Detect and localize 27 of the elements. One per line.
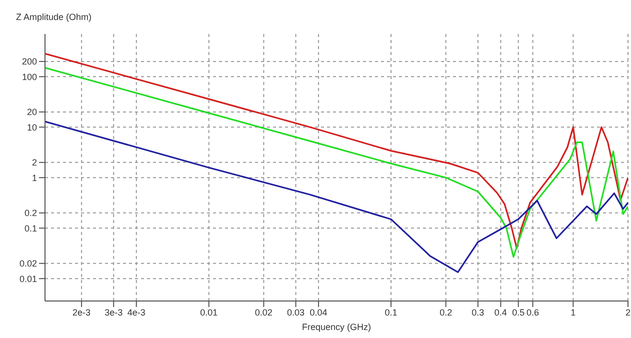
y-axis-title: Z Amplitude (Ohm) xyxy=(16,12,92,22)
y-tick-label: 100 xyxy=(22,72,37,82)
y-tick-label: 10 xyxy=(26,122,37,132)
x-tick-label: 2e-3 xyxy=(72,307,91,318)
x-tick-label: 0.02 xyxy=(254,307,272,318)
x-tick-label: 0.1 xyxy=(384,307,398,318)
x-tick-label: 0.3 xyxy=(472,307,484,318)
x-tick-label: 0.03 xyxy=(287,307,305,318)
y-tick-label: 0.02 xyxy=(19,258,37,269)
x-tick-label: 0.4 xyxy=(494,307,507,318)
y-tick-label: 2 xyxy=(32,158,37,168)
y-tick-label: 0.1 xyxy=(24,223,37,234)
x-tick-label: 0.5 xyxy=(512,307,525,318)
x-tick-label: 0.04 xyxy=(310,307,328,318)
y-tick-label: 0.2 xyxy=(24,208,37,218)
x-tick-label: 4e-3 xyxy=(127,307,146,318)
x-tick-label: 0.01 xyxy=(200,307,218,318)
y-tick-label: 200 xyxy=(22,56,37,67)
y-tick-label: 20 xyxy=(26,107,37,118)
y-tick-label: 0.01 xyxy=(19,274,37,284)
x-tick-label: 1 xyxy=(570,307,576,318)
x-tick-label: 0.6 xyxy=(526,307,540,318)
x-axis-title: Frequency (GHz) xyxy=(302,322,372,332)
x-tick-label: 2 xyxy=(625,307,631,318)
y-tick-label: 1 xyxy=(32,172,37,183)
x-tick-label: 0.2 xyxy=(440,307,452,318)
x-tick-label: 3e-3 xyxy=(104,307,123,318)
